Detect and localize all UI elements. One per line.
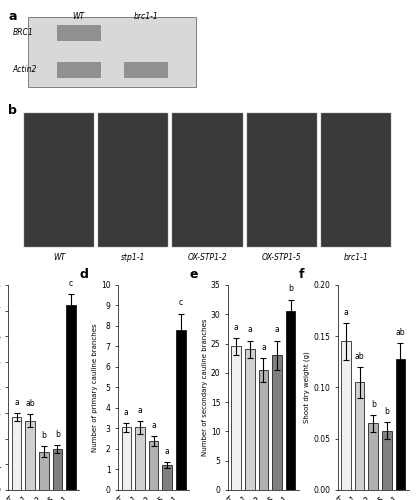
- Y-axis label: Number of primary cauline branches: Number of primary cauline branches: [92, 323, 98, 452]
- Text: a: a: [275, 326, 279, 334]
- Text: a: a: [261, 343, 266, 352]
- FancyBboxPatch shape: [173, 112, 243, 248]
- Text: stp1-1: stp1-1: [121, 252, 146, 262]
- Text: f: f: [299, 268, 304, 281]
- FancyBboxPatch shape: [57, 25, 101, 41]
- Text: a: a: [14, 398, 19, 407]
- Y-axis label: Shoot dry weight (g): Shoot dry weight (g): [304, 352, 310, 424]
- Bar: [12, 417, 21, 490]
- FancyBboxPatch shape: [57, 62, 101, 78]
- Bar: [66, 306, 76, 490]
- Bar: [135, 428, 145, 490]
- Text: a: a: [138, 406, 142, 415]
- FancyBboxPatch shape: [321, 112, 391, 248]
- Text: brc1-1: brc1-1: [343, 252, 368, 262]
- Y-axis label: Number of secondary cauline branches: Number of secondary cauline branches: [202, 318, 208, 456]
- Bar: [122, 428, 131, 490]
- Text: a: a: [165, 447, 170, 456]
- Text: ab: ab: [396, 328, 405, 337]
- Bar: [286, 312, 295, 490]
- Text: a: a: [151, 420, 156, 430]
- Text: WT: WT: [53, 252, 65, 262]
- Bar: [245, 350, 254, 490]
- Text: c: c: [179, 298, 183, 308]
- Text: d: d: [79, 268, 88, 281]
- Text: BRC1: BRC1: [13, 28, 33, 36]
- Text: b: b: [41, 432, 46, 440]
- Text: brc1-1: brc1-1: [134, 12, 158, 22]
- Text: ab: ab: [25, 399, 35, 408]
- Text: ab: ab: [355, 352, 364, 361]
- FancyBboxPatch shape: [124, 62, 168, 78]
- Bar: [149, 441, 158, 490]
- Text: a: a: [8, 10, 17, 23]
- Text: c: c: [69, 279, 73, 288]
- Bar: [163, 466, 172, 490]
- Bar: [231, 346, 241, 490]
- FancyBboxPatch shape: [98, 112, 168, 248]
- Bar: [382, 430, 392, 490]
- Bar: [369, 424, 378, 490]
- FancyBboxPatch shape: [24, 112, 94, 248]
- Text: e: e: [189, 268, 198, 281]
- Text: a: a: [247, 326, 252, 334]
- Text: OX-STP1-2: OX-STP1-2: [188, 252, 227, 262]
- FancyBboxPatch shape: [246, 112, 317, 248]
- Text: b: b: [371, 400, 376, 409]
- Text: Actin2: Actin2: [13, 64, 37, 74]
- Text: a: a: [234, 322, 239, 332]
- Text: b: b: [288, 284, 293, 294]
- Text: a: a: [124, 408, 129, 417]
- Text: WT: WT: [73, 12, 85, 22]
- Bar: [259, 370, 268, 490]
- Text: OX-STP1-5: OX-STP1-5: [262, 252, 301, 262]
- Text: a: a: [344, 308, 348, 316]
- Bar: [25, 421, 35, 490]
- Bar: [341, 342, 351, 490]
- Text: b: b: [55, 430, 60, 439]
- Bar: [396, 359, 405, 490]
- Bar: [176, 330, 186, 490]
- Bar: [39, 452, 48, 490]
- Bar: [53, 449, 62, 490]
- Text: b: b: [8, 104, 17, 117]
- Bar: [355, 382, 364, 490]
- Bar: [272, 355, 282, 490]
- Text: b: b: [384, 407, 389, 416]
- FancyBboxPatch shape: [28, 18, 196, 87]
